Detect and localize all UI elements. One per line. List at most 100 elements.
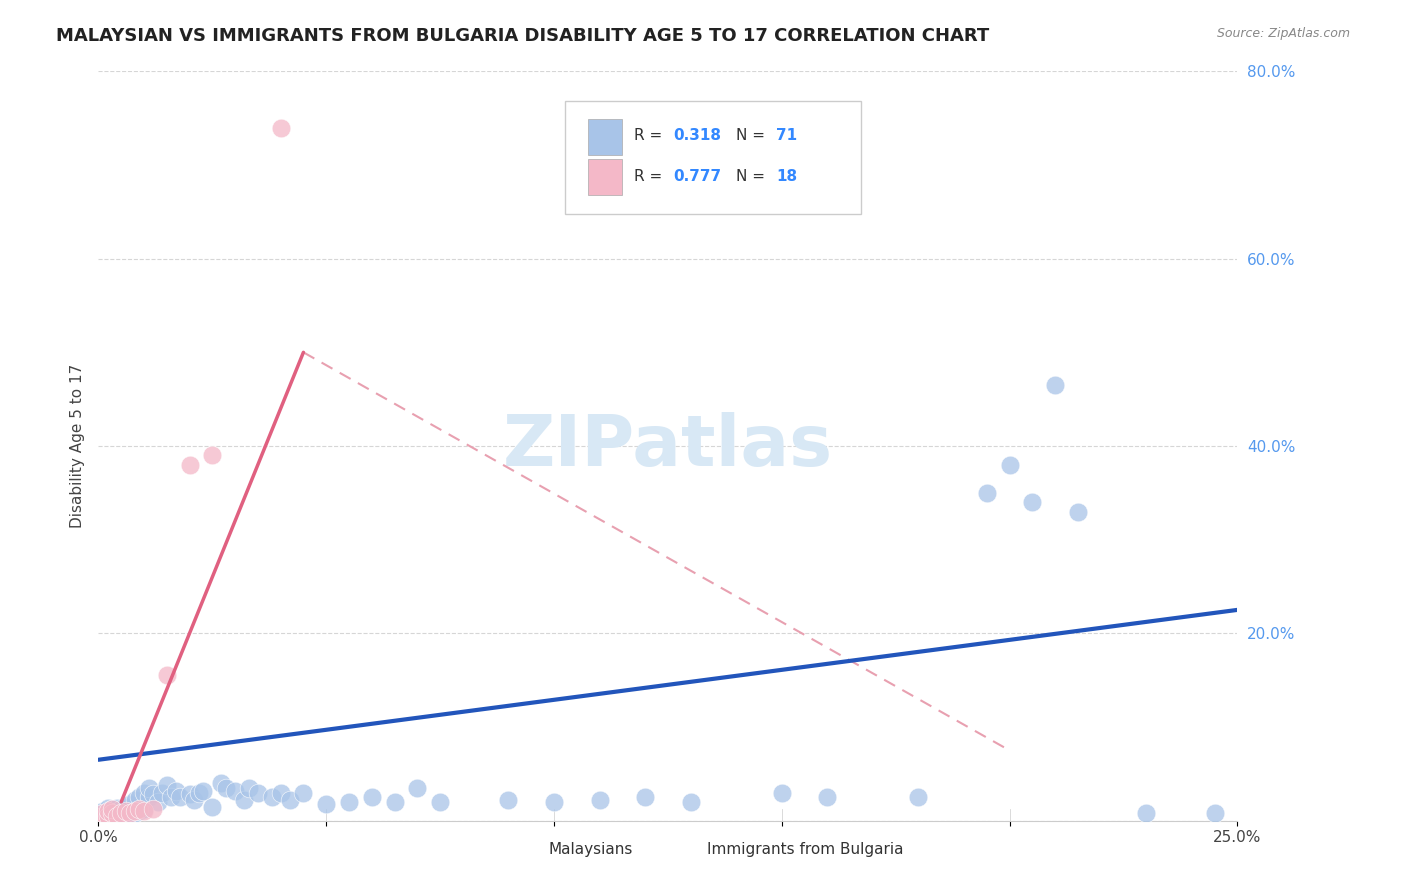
Point [120, 808, 142, 822]
Point [114, 805, 136, 820]
Point [101, 806, 124, 821]
Point [96, 805, 118, 819]
Point [179, 458, 201, 472]
Point [201, 449, 224, 463]
Point [110, 806, 132, 821]
Point [114, 799, 136, 814]
Text: 71: 71 [776, 128, 797, 144]
Point [260, 790, 283, 805]
Point [132, 802, 155, 816]
Point [224, 783, 246, 797]
Point [360, 790, 382, 805]
Point [114, 808, 136, 822]
Point [105, 805, 128, 820]
Text: 0.318: 0.318 [673, 128, 721, 144]
Point [679, 795, 702, 809]
Point [142, 802, 165, 816]
Point [270, 786, 292, 800]
Point [270, 120, 292, 135]
Point [169, 790, 191, 805]
Point [1043, 378, 1066, 392]
Point [101, 806, 124, 821]
Point [588, 793, 610, 807]
Point [150, 786, 173, 800]
Point [138, 780, 160, 795]
Point [91, 805, 114, 819]
Point [105, 809, 128, 823]
Point [238, 780, 260, 795]
Point [124, 805, 146, 819]
Point [543, 795, 565, 809]
Point [770, 786, 793, 800]
Point [315, 797, 337, 811]
FancyBboxPatch shape [588, 120, 623, 155]
Point [120, 806, 142, 821]
Point [91, 809, 114, 823]
Point [96, 805, 118, 819]
Point [1204, 806, 1226, 821]
Text: R =: R = [634, 169, 666, 184]
Text: N =: N = [737, 169, 770, 184]
Point [101, 802, 124, 816]
Text: ZIPatlas: ZIPatlas [503, 411, 832, 481]
Point [215, 780, 238, 795]
Point [292, 786, 315, 800]
Point [138, 790, 160, 805]
Point [110, 802, 132, 816]
Text: N =: N = [737, 128, 770, 144]
Point [132, 786, 155, 800]
Point [128, 805, 150, 819]
Point [96, 808, 118, 822]
Point [105, 808, 128, 822]
Point [337, 795, 360, 809]
Text: 0.777: 0.777 [673, 169, 721, 184]
Point [246, 786, 269, 800]
FancyBboxPatch shape [668, 836, 700, 862]
Text: 18: 18 [776, 169, 797, 184]
Point [128, 790, 150, 805]
Point [96, 800, 118, 814]
Point [498, 793, 520, 807]
Point [120, 797, 142, 811]
Text: Source: ZipAtlas.com: Source: ZipAtlas.com [1216, 27, 1350, 40]
Point [124, 793, 146, 807]
Point [193, 783, 215, 797]
Point [91, 806, 114, 821]
Point [160, 790, 183, 805]
Point [165, 783, 187, 797]
Point [976, 486, 998, 500]
FancyBboxPatch shape [565, 102, 862, 214]
Point [96, 809, 118, 823]
Text: R =: R = [634, 128, 666, 144]
Text: Malaysians: Malaysians [548, 842, 633, 856]
Point [132, 805, 155, 819]
Point [998, 458, 1021, 472]
FancyBboxPatch shape [588, 159, 623, 195]
Point [179, 788, 201, 802]
Point [120, 805, 142, 819]
Point [124, 806, 146, 821]
Point [201, 799, 224, 814]
Point [101, 809, 124, 823]
Point [105, 801, 128, 815]
Point [183, 793, 205, 807]
Text: MALAYSIAN VS IMMIGRANTS FROM BULGARIA DISABILITY AGE 5 TO 17 CORRELATION CHART: MALAYSIAN VS IMMIGRANTS FROM BULGARIA DI… [56, 27, 990, 45]
Point [142, 788, 165, 802]
Point [91, 806, 114, 821]
Point [114, 805, 136, 819]
Point [278, 793, 301, 807]
Point [907, 790, 929, 805]
Point [110, 809, 132, 823]
Point [1067, 505, 1090, 519]
Point [1021, 495, 1043, 509]
Point [156, 668, 179, 682]
Point [1135, 806, 1157, 821]
Point [187, 786, 209, 800]
Y-axis label: Disability Age 5 to 17: Disability Age 5 to 17 [69, 364, 84, 528]
Point [101, 802, 124, 816]
Point [110, 806, 132, 821]
Point [233, 793, 256, 807]
Point [429, 795, 451, 809]
Point [146, 795, 169, 809]
FancyBboxPatch shape [509, 836, 540, 862]
